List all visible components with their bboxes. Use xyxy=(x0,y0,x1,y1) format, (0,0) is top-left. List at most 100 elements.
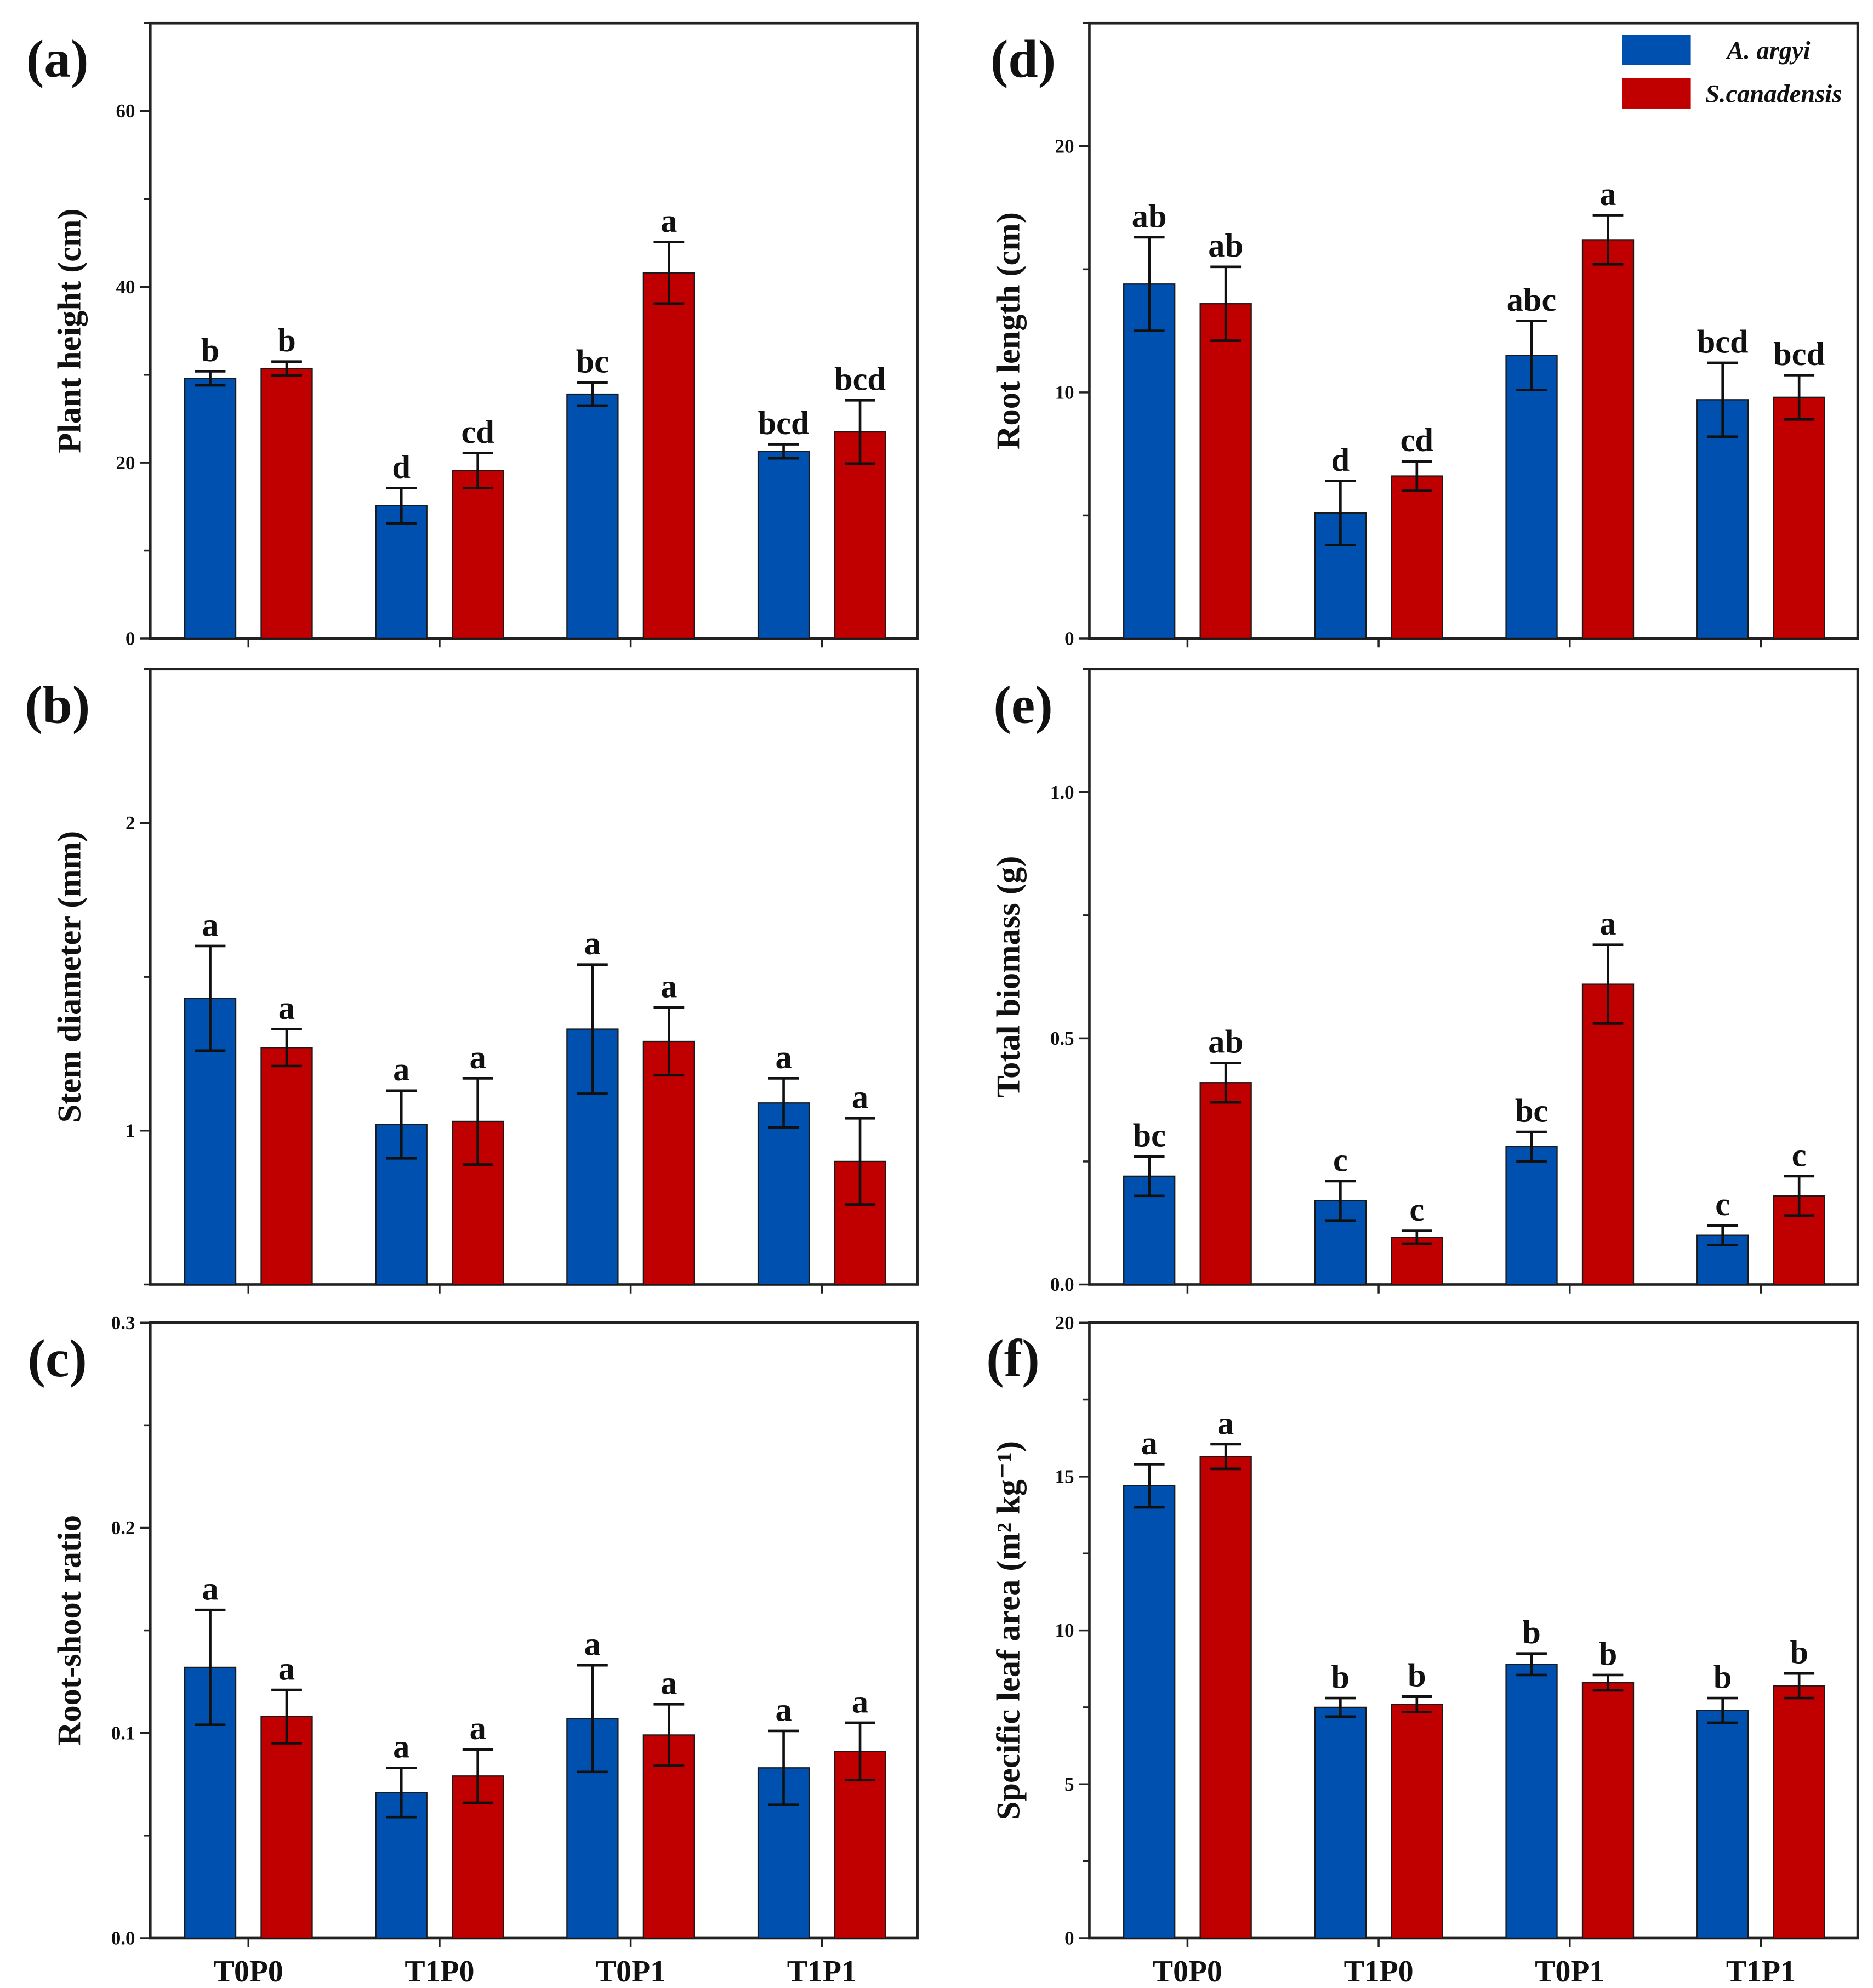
significance-letter: c xyxy=(1715,1186,1730,1223)
significance-letter: bcd xyxy=(1697,323,1749,360)
significance-letter: c xyxy=(1333,1142,1348,1178)
significance-letter: b xyxy=(1408,1657,1426,1694)
significance-letter: d xyxy=(1331,442,1350,479)
significance-letter: a xyxy=(202,907,218,943)
significance-letter: ab xyxy=(1208,227,1243,264)
significance-letter: cd xyxy=(461,414,494,451)
panel-d: (d) 0 10 20 Root length (cm) ab ab d cd abc a bcd bc… xyxy=(990,21,1859,650)
y-tick-label: 0.1 xyxy=(111,1722,135,1744)
significance-letter: b xyxy=(1599,1636,1618,1672)
significance-letter: ab xyxy=(1208,1024,1243,1061)
significance-letter: a xyxy=(775,1691,792,1728)
plot-frame xyxy=(149,21,919,640)
bar-s-canadensis-T0P0 xyxy=(1199,1082,1252,1285)
significance-letter: bcd xyxy=(1773,336,1825,373)
significance-letter: ab xyxy=(1132,198,1167,235)
bar-s-canadensis-T0P1 xyxy=(1581,983,1635,1285)
bar-s-canadensis-T0P0 xyxy=(260,368,313,640)
significance-letter: a xyxy=(470,1039,486,1076)
y-axis-title: Specific leaf area (m² kg⁻¹) xyxy=(990,1441,1027,1820)
significance-letter: a xyxy=(661,969,677,1005)
legend-swatch xyxy=(1622,78,1691,109)
significance-letter: a xyxy=(393,1729,409,1765)
significance-letter: bcd xyxy=(834,361,886,398)
y-tick-label: 1.0 xyxy=(1050,782,1074,803)
y-tick-label: 0.3 xyxy=(111,1312,135,1334)
significance-letter: b xyxy=(1790,1634,1808,1671)
bar-a-argyi-T0P1 xyxy=(566,393,619,640)
significance-letter: a xyxy=(278,1651,295,1688)
significance-letter: a xyxy=(1141,1425,1158,1462)
y-tick-label: 15 xyxy=(1055,1466,1074,1488)
x-tick-label: T1P0 xyxy=(1344,1955,1414,1988)
y-tick-label: 0.0 xyxy=(111,1928,135,1949)
x-tick-label: T0P0 xyxy=(1153,1955,1222,1988)
bar-a-argyi-T1P1 xyxy=(757,451,810,640)
significance-letter: a xyxy=(1599,176,1616,213)
significance-letter: c xyxy=(1792,1137,1807,1174)
y-tick-label: 60 xyxy=(116,100,135,122)
y-axis-title: Root-shoot ratio xyxy=(51,1515,88,1746)
y-tick-label: 10 xyxy=(1055,381,1074,403)
bar-a-argyi-T1P1 xyxy=(757,1102,810,1285)
bar-s-canadensis-T1P1 xyxy=(1773,1685,1825,1939)
bar-s-canadensis-T0P0 xyxy=(1199,1456,1252,1939)
significance-letter: b xyxy=(277,322,296,359)
bar-a-argyi-T0P0 xyxy=(1123,1485,1176,1939)
bar-a-argyi-T1P0 xyxy=(375,505,428,640)
y-tick-label: 20 xyxy=(1055,135,1074,157)
legend-label: S.canadensis xyxy=(1705,80,1842,108)
bar-a-argyi-T1P0 xyxy=(1314,1706,1367,1939)
bar-a-argyi-T1P1 xyxy=(1696,1710,1749,1939)
bar-s-canadensis-T1P1 xyxy=(1773,396,1825,640)
panel-label: (e) xyxy=(993,675,1052,734)
significance-letter: bc xyxy=(1132,1117,1165,1154)
significance-letter: a xyxy=(775,1039,792,1076)
y-tick-label: 5 xyxy=(1064,1774,1074,1795)
x-tick-label: T0P1 xyxy=(1535,1955,1604,1988)
significance-letter: a xyxy=(852,1079,868,1116)
bar-s-canadensis-T0P0 xyxy=(260,1047,313,1285)
panel-f: (f) 0 5 10 15 20 Specific leaf area (m² kg⁻¹) T… xyxy=(986,1312,1859,1988)
x-tick-label: T1P1 xyxy=(787,1955,857,1988)
panel-c: (c) 0.0 0.1 0.2 0.3 Root-shoot ratio T0P0 a a T1P… xyxy=(27,1312,919,1988)
panel-label: (a) xyxy=(26,30,89,89)
bar-s-canadensis-T1P1 xyxy=(834,431,886,640)
significance-letter: a xyxy=(584,1626,601,1663)
bar-s-canadensis-T0P1 xyxy=(642,1040,696,1285)
y-tick-label: 40 xyxy=(116,276,135,298)
panel-a: (a) 0 20 40 60 Plant height (cm) b b d cd bc a bcdbc… xyxy=(26,21,919,650)
y-tick-label: 0.2 xyxy=(111,1517,135,1539)
y-tick-label: 0.0 xyxy=(1050,1274,1074,1295)
significance-letter: bc xyxy=(1515,1092,1548,1129)
legend: A. argyi S.canadensis xyxy=(1622,35,1842,109)
significance-letter: a xyxy=(852,1683,868,1720)
significance-letter: a xyxy=(1599,905,1616,942)
y-tick-label: 0 xyxy=(1064,628,1074,650)
y-tick-label: 0 xyxy=(126,628,135,650)
significance-letter: bc xyxy=(576,344,609,380)
significance-letter: bcd xyxy=(758,405,810,442)
y-tick-label: 2 xyxy=(126,812,135,834)
bar-s-canadensis-T0P0 xyxy=(260,1716,313,1939)
panel-e: (e) 0.0 0.5 1.0 Total biomass (g) bc ab c c bc a c c xyxy=(990,668,1859,1295)
significance-letter: a xyxy=(470,1710,486,1747)
plot-frame xyxy=(1088,668,1859,1286)
bar-s-canadensis-T1P0 xyxy=(1391,1704,1443,1939)
y-tick-label: 20 xyxy=(1055,1312,1074,1334)
legend-swatch xyxy=(1622,35,1691,65)
y-tick-label: 20 xyxy=(116,452,135,474)
bar-a-argyi-T0P0 xyxy=(1123,283,1176,640)
x-tick-label: T1P0 xyxy=(405,1955,474,1988)
bar-s-canadensis-T1P0 xyxy=(1391,475,1443,640)
panel-label: (f) xyxy=(986,1329,1040,1388)
bar-s-canadensis-T1P0 xyxy=(1391,1237,1443,1285)
significance-letter: cd xyxy=(1401,422,1433,459)
bar-s-canadensis-T0P1 xyxy=(1581,1682,1635,1939)
significance-letter: b xyxy=(1331,1659,1350,1695)
y-tick-label: 1 xyxy=(126,1120,135,1141)
panel-label: (c) xyxy=(27,1329,87,1388)
bar-s-canadensis-T0P0 xyxy=(1199,303,1252,640)
significance-letter: b xyxy=(1713,1659,1732,1695)
